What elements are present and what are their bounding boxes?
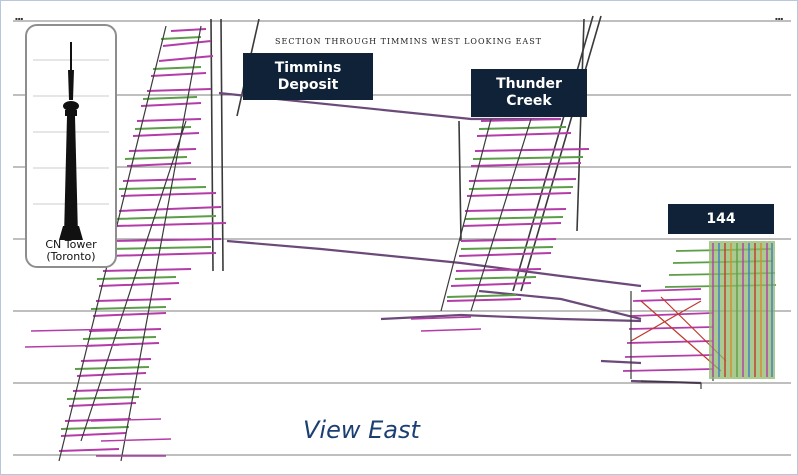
view-direction-label: View East <box>303 416 420 444</box>
elevation-tag: ▪▪▪ <box>775 16 784 21</box>
section-title: SECTION THROUGH TIMMINS WEST LOOKING EAS… <box>275 37 543 46</box>
cn-tower-card: CN Tower (Toronto) <box>25 24 117 268</box>
cn-tower-icon <box>33 42 109 240</box>
elevation-tag: ▪▪▪ <box>15 16 24 21</box>
cn-tower-caption: CN Tower (Toronto) <box>45 238 97 263</box>
timmins-deposit-label: Timmins Deposit <box>243 53 373 100</box>
timmins-workings <box>24 25 227 462</box>
thunder-creek-label: Thunder Creek <box>471 69 587 117</box>
thunder-creek-workings <box>410 118 590 332</box>
zone-144-label: 144 <box>668 204 774 234</box>
zone-144-stopes <box>709 241 775 379</box>
elevation-grid <box>13 20 791 456</box>
shafts <box>210 15 602 292</box>
